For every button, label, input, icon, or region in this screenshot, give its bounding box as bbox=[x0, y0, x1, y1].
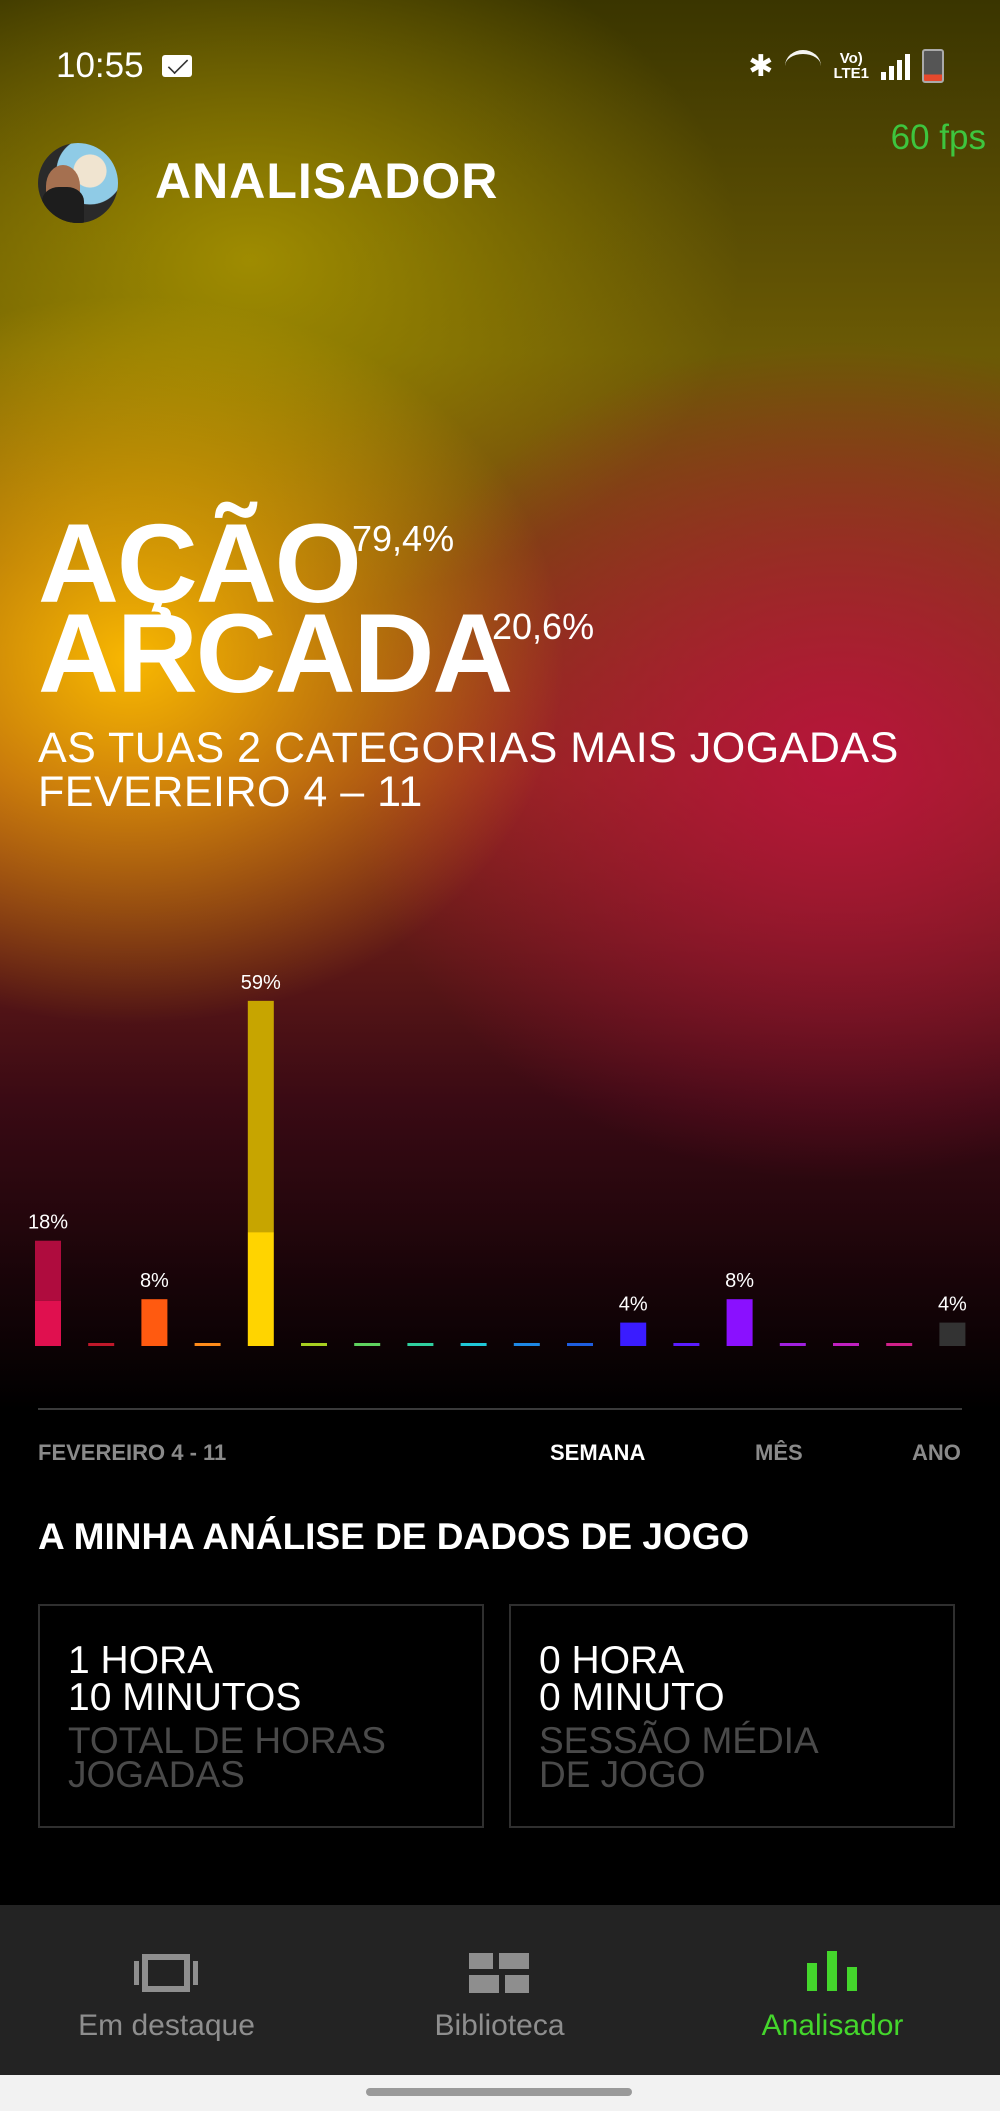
chart-bar-label: 8% bbox=[725, 1270, 754, 1292]
total-hours-value: 1 HORA 10 MINUTOS bbox=[68, 1639, 302, 1719]
mail-icon bbox=[161, 55, 192, 77]
chart-bar-empty bbox=[886, 1343, 913, 1346]
avg-session-label-line-2: DE JOGO bbox=[539, 1754, 706, 1795]
hero-gradient bbox=[0, 0, 1000, 1410]
top-category-1-name: AÇÃO bbox=[38, 501, 362, 626]
nav-item-library[interactable]: Biblioteca bbox=[333, 1905, 666, 2075]
library-icon bbox=[469, 1953, 529, 1993]
chart-bar-empty bbox=[194, 1343, 221, 1346]
chart-bar-label: 4% bbox=[938, 1294, 967, 1316]
total-hours-label-line-1: TOTAL DE HORAS bbox=[68, 1720, 386, 1761]
total-hours-label-line-2: JOGADAS bbox=[68, 1754, 245, 1795]
chart-bar-upper bbox=[247, 1000, 274, 1233]
chart-bar-empty bbox=[354, 1343, 381, 1346]
bar-chart-icon bbox=[807, 1951, 857, 1991]
date-range: FEVEREIRO 4 - 11 bbox=[38, 1440, 227, 1465]
total-hours-label: TOTAL DE HORAS JOGADAS bbox=[68, 1720, 386, 1795]
chart-bar bbox=[939, 1322, 966, 1346]
carousel-icon bbox=[134, 1954, 198, 1992]
chart-bar bbox=[620, 1322, 647, 1346]
avg-session-label-line-1: SESSÃO MÉDIA bbox=[539, 1720, 819, 1761]
chart-bar-empty bbox=[833, 1343, 859, 1346]
chart-bar-empty bbox=[460, 1343, 487, 1346]
category-bar-chart: 18% 8% 59% 4% 8% 4% bbox=[28, 972, 967, 1346]
tab-month[interactable]: MÊS bbox=[755, 1440, 803, 1465]
chart-bar bbox=[141, 1299, 168, 1346]
total-hours-value-minutes: 10 MINUTOS bbox=[68, 1676, 302, 1719]
chart-bar bbox=[35, 1300, 61, 1346]
bluetooth-icon: ✱ bbox=[748, 49, 774, 83]
subtitle-line-2: FEVEREIRO 4 – 11 bbox=[38, 768, 423, 816]
fps-counter: 60 fps bbox=[890, 118, 986, 157]
nav-label-analyzer: Analisador bbox=[761, 2009, 904, 2042]
chart-bar-empty bbox=[301, 1343, 327, 1346]
chart-bar-label: 8% bbox=[140, 1270, 169, 1292]
status-bar: 10:55 ✱ Vo) LTE1 bbox=[56, 44, 944, 88]
chart-bar-label: 4% bbox=[619, 1294, 648, 1316]
chart-bar-empty bbox=[673, 1343, 700, 1346]
chart-bar-label: 18% bbox=[28, 1212, 68, 1234]
avg-session-value: 0 HORA 0 MINUTO bbox=[539, 1639, 725, 1719]
bottom-nav: Em destaque Biblioteca Analisador bbox=[0, 1905, 1000, 2075]
top-category-1-percent: 79,4% bbox=[352, 518, 455, 559]
subtitle-line-1: AS TUAS 2 CATEGORIAS MAIS JOGADAS bbox=[38, 724, 899, 772]
wifi-icon bbox=[785, 50, 822, 82]
home-indicator[interactable] bbox=[366, 2088, 632, 2096]
nav-item-featured[interactable]: Em destaque bbox=[0, 1905, 333, 2075]
avatar[interactable] bbox=[38, 143, 118, 223]
chart-bar-empty bbox=[567, 1343, 593, 1346]
avg-session-value-minutes: 0 MINUTO bbox=[539, 1676, 725, 1719]
avg-session-value-hours: 0 HORA bbox=[539, 1639, 685, 1682]
top-category-2-percent: 20,6% bbox=[492, 606, 595, 647]
tab-year[interactable]: ANO bbox=[912, 1440, 961, 1465]
avg-session-card: 0 HORA 0 MINUTO SESSÃO MÉDIA DE JOGO bbox=[509, 1604, 955, 1828]
chart-bar-empty bbox=[513, 1343, 540, 1346]
total-hours-value-hours: 1 HORA bbox=[68, 1639, 214, 1682]
section-title: A MINHA ANÁLISE DE DADOS DE JOGO bbox=[38, 1516, 750, 1557]
total-hours-card: 1 HORA 10 MINUTOS TOTAL DE HORAS JOGADAS bbox=[38, 1604, 484, 1828]
top-category-2-name: ARCADA bbox=[38, 591, 513, 716]
nav-label-library: Biblioteca bbox=[434, 2009, 565, 2042]
chart-bar-empty bbox=[407, 1343, 434, 1346]
chart-bar-label: 59% bbox=[241, 972, 281, 994]
signal-icon bbox=[881, 52, 910, 80]
volte-icon: Vo) LTE1 bbox=[833, 50, 869, 82]
chart-bar bbox=[247, 1232, 274, 1346]
divider bbox=[38, 1408, 962, 1410]
status-icons: ✱ Vo) LTE1 bbox=[748, 44, 944, 88]
chart-bar-empty bbox=[88, 1343, 115, 1346]
chart-bar-empty bbox=[779, 1343, 806, 1346]
chart-bar bbox=[726, 1299, 753, 1346]
page-title: ANALISADOR bbox=[155, 153, 499, 209]
status-time: 10:55 bbox=[56, 46, 144, 85]
nav-item-analyzer[interactable]: Analisador bbox=[666, 1905, 999, 2075]
chart-bar-upper bbox=[35, 1240, 61, 1301]
tab-week[interactable]: SEMANA bbox=[550, 1440, 646, 1465]
avg-session-label: SESSÃO MÉDIA DE JOGO bbox=[539, 1720, 819, 1795]
nav-label-featured: Em destaque bbox=[78, 2009, 255, 2042]
top-categories-subtitle: AS TUAS 2 CATEGORIAS MAIS JOGADAS FEVERE… bbox=[38, 726, 899, 814]
battery-icon bbox=[922, 49, 944, 83]
